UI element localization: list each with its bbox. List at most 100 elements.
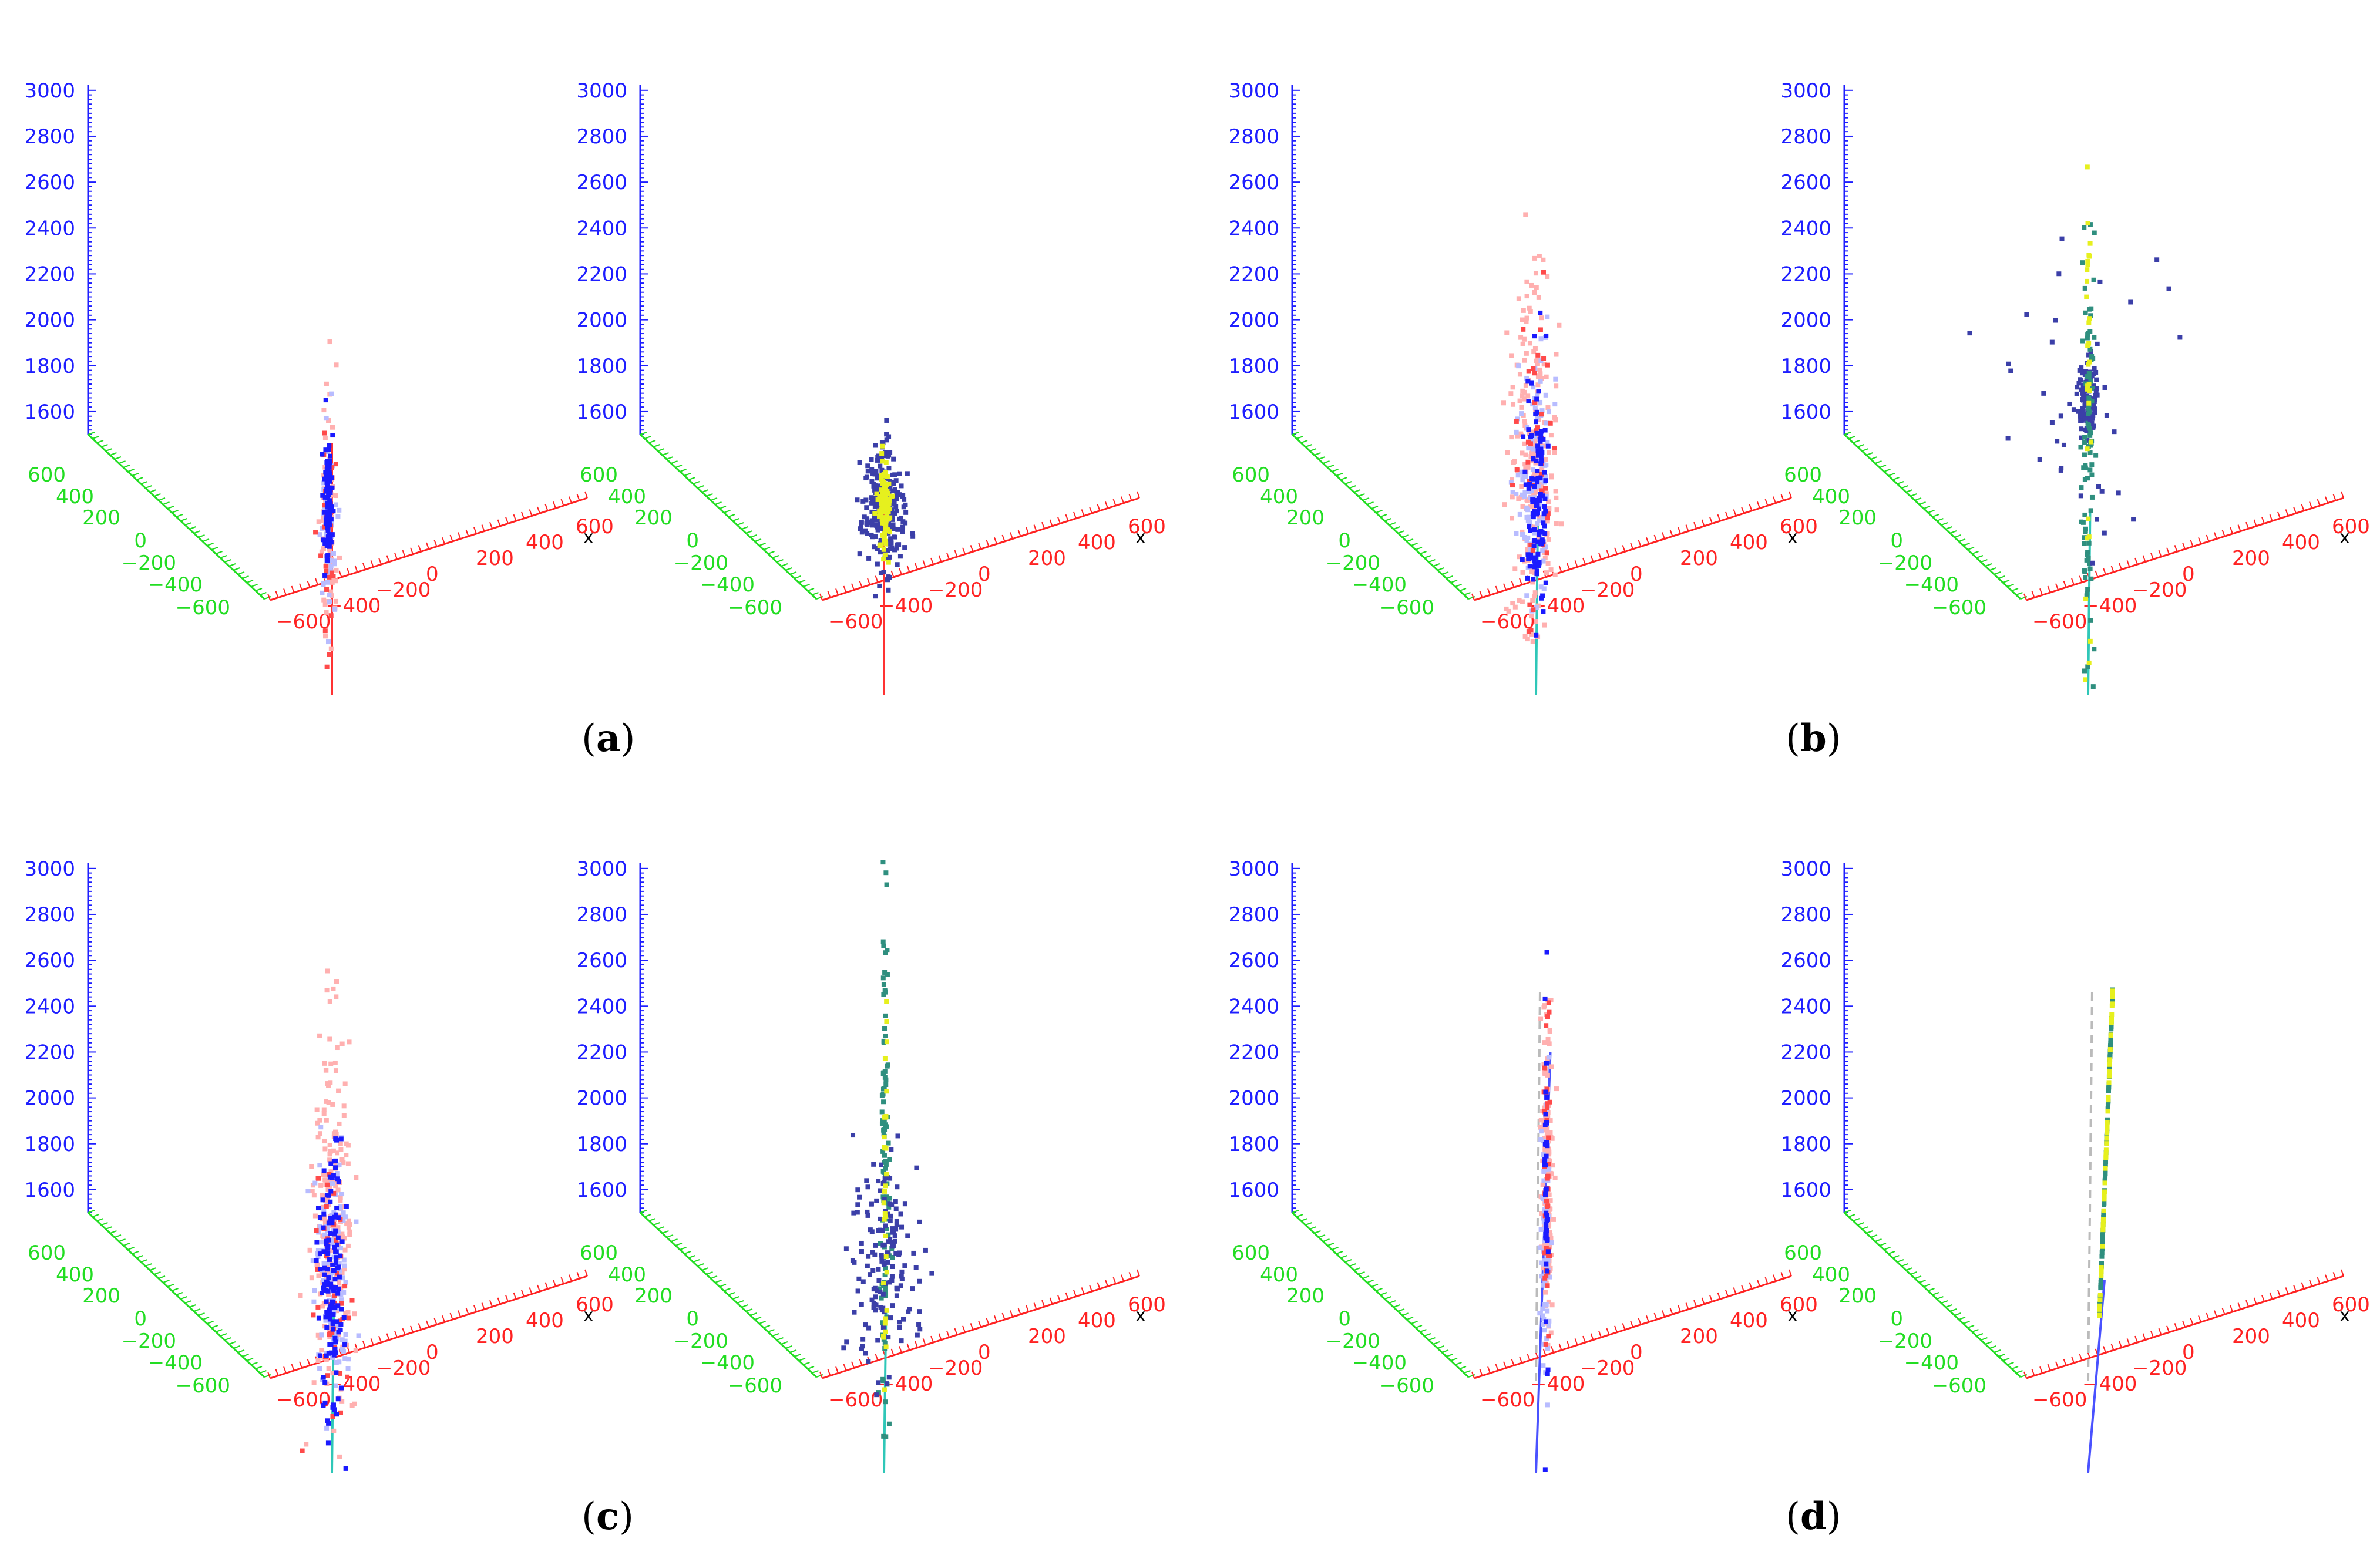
hit-point (1504, 606, 1509, 611)
z-tick-label: 2600 (24, 949, 75, 972)
x-axis-tick (2341, 1269, 2344, 1277)
hit-point (1510, 483, 1515, 488)
y-axis-tick (242, 575, 249, 579)
hit-point (1532, 530, 1537, 536)
hit-point (881, 557, 886, 562)
hit-point (339, 1192, 345, 1197)
hit-point (1545, 1179, 1551, 1184)
x-axis-tick (2158, 550, 2162, 557)
hit-point (886, 1253, 892, 1258)
x-axis-tick (283, 588, 287, 595)
y-axis-tick (1376, 510, 1383, 513)
x-axis-tick (1471, 1371, 1475, 1379)
x-tick-label: 400 (1730, 531, 1768, 554)
x-axis-tick (1622, 1323, 1626, 1330)
x-axis-tick (2285, 509, 2289, 516)
y-axis-tick (1941, 1300, 1948, 1304)
hit-point (917, 1327, 923, 1332)
hit-point (326, 488, 331, 493)
hit-point (1537, 506, 1542, 511)
x-tick-label: 0 (978, 563, 991, 586)
hit-point (2106, 1084, 2112, 1089)
hit-point (331, 1319, 336, 1324)
z-tick-label: 3000 (576, 857, 627, 881)
hit-point (324, 473, 329, 478)
x-axis-tick (1669, 529, 1673, 537)
hit-point (876, 1228, 881, 1233)
hit-point (2086, 371, 2092, 376)
hit-point (923, 1247, 928, 1253)
hit-point (2091, 423, 2096, 429)
hit-point (341, 1103, 347, 1109)
hit-point (325, 1234, 331, 1239)
y-tick-label: 200 (634, 506, 673, 530)
hit-point (858, 526, 863, 531)
hit-point (2082, 568, 2087, 573)
hit-point (1535, 539, 1541, 544)
hit-point (882, 1135, 887, 1140)
hit-point (321, 1211, 327, 1217)
y-axis-tick (798, 1358, 806, 1361)
hit-point (2085, 258, 2090, 264)
hit-point (911, 1250, 916, 1256)
x-axis-tick (378, 557, 382, 565)
x-tick-label: −400 (2082, 594, 2137, 618)
y-axis-tick (211, 1325, 218, 1328)
hit-point (869, 467, 875, 472)
x-axis-tick (938, 555, 942, 563)
x-axis-tick (2182, 542, 2186, 550)
hit-point (2097, 279, 2103, 284)
hit-point (1546, 1055, 1551, 1060)
hit-point (1522, 462, 1528, 467)
hit-point (2080, 406, 2085, 411)
y-axis-tick (1332, 1247, 1339, 1250)
hit-point (333, 1212, 338, 1217)
hit-point (331, 1231, 337, 1237)
y-axis-tick (697, 1263, 704, 1267)
y-axis-tick (145, 485, 152, 489)
hit-point (1542, 996, 1548, 1001)
hit-point (1520, 492, 1525, 497)
hit-point (2102, 1194, 2107, 1199)
z-tick-label: 2800 (576, 903, 627, 927)
hit-point (323, 398, 328, 403)
hit-point (2055, 439, 2060, 444)
x-axis-tick (1017, 529, 1021, 537)
y-axis-tick (123, 1243, 130, 1246)
y-axis-tick (1446, 1354, 1453, 1357)
y-axis-tick (706, 493, 713, 497)
hit-point (337, 1162, 342, 1167)
hit-point (2107, 1069, 2112, 1074)
hit-point (1515, 433, 1520, 439)
z-tick-label: 1800 (24, 1133, 75, 1156)
x-axis-tick (458, 532, 461, 539)
hit-point (881, 1280, 886, 1285)
hit-point (886, 481, 892, 486)
hit-point (879, 456, 885, 461)
hit-point (1542, 531, 1548, 537)
y-axis-tick (1976, 1333, 1984, 1337)
hit-point (1547, 1009, 1552, 1015)
x-tick-label: 200 (2232, 547, 2270, 570)
hit-point (2105, 1109, 2110, 1114)
hit-point (886, 587, 891, 593)
hit-point (324, 664, 330, 669)
hit-point (315, 1267, 320, 1272)
hit-point (2080, 388, 2086, 393)
y-axis-tick (2020, 1374, 2028, 1378)
hit-point (317, 1215, 322, 1220)
hit-point (328, 1080, 333, 1085)
hit-point (894, 496, 899, 501)
hit-point (328, 613, 334, 618)
hit-point (1548, 1170, 1553, 1176)
hit-point (897, 492, 902, 497)
hit-point (893, 504, 899, 509)
hit-point (2086, 444, 2091, 449)
hit-point (1544, 1256, 1549, 1261)
hit-point (324, 480, 330, 485)
y-axis-tick (172, 1288, 179, 1291)
y-axis-tick (140, 1259, 148, 1263)
y-axis-tick (1937, 518, 1944, 521)
hit-point (347, 1232, 352, 1237)
hit-point (890, 493, 895, 499)
